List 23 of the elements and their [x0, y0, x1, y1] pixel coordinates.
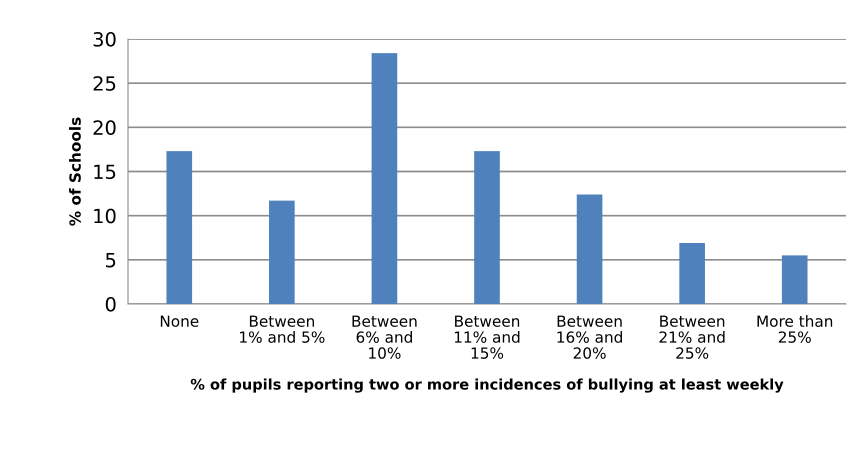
x-tick-label: Between 11% and 15%: [454, 316, 520, 359]
y-tick-label: 5: [106, 253, 116, 268]
x-axis-title: % of pupils reporting two or more incidences of bullying at least weekly: [190, 378, 784, 393]
bar: [474, 151, 500, 304]
bar: [269, 200, 295, 304]
bar: [679, 243, 705, 304]
y-tick-label: 10: [94, 208, 116, 224]
y-tick-label: 30: [94, 32, 116, 47]
bar: [576, 194, 602, 304]
x-tick-label: Between 6% and 10%: [352, 316, 417, 359]
x-tick-label: More than 25%: [757, 315, 832, 343]
x-tick-label: Between 16% and 20%: [557, 316, 622, 359]
bar: [782, 255, 808, 304]
y-axis-title: % of Schools: [69, 118, 81, 226]
x-tick-label: Between 21% and 25%: [659, 316, 725, 359]
x-tick-label: Between 1% and 5%: [240, 316, 324, 343]
bar: [166, 151, 192, 304]
x-tick-label: None: [160, 316, 198, 327]
y-tick-label: 20: [94, 120, 116, 135]
y-tick-label: 0: [106, 296, 116, 312]
y-tick-label: 25: [94, 76, 116, 91]
bar: [372, 53, 398, 304]
y-tick-label: 15: [94, 164, 116, 180]
